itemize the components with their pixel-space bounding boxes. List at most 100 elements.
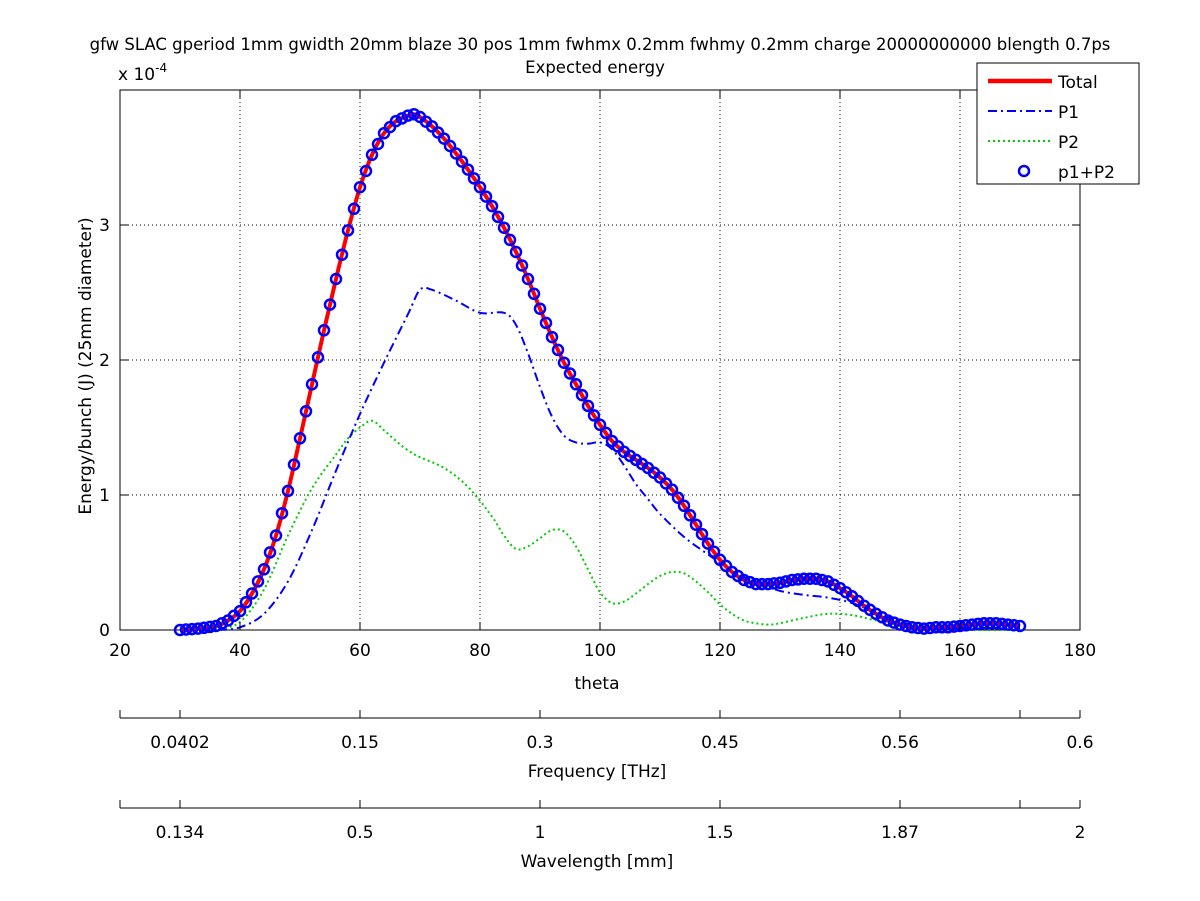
series-p1p2-marker [455,155,469,168]
chart-title: gfw SLAC gperiod 1mm gwidth 20mm blaze 3… [90,35,1111,54]
series-p1p2-marker [977,617,991,630]
secondary-tick-label: 0.45 [701,733,739,753]
series-p1p2-marker [323,298,337,311]
series-p1p2-marker [191,622,205,635]
x-tick-label: 20 [109,641,131,661]
series-p1p2-marker [443,139,457,153]
series-p2-line [179,419,1020,632]
series-p1p2-marker [197,621,211,635]
series-p1p2-marker [1013,619,1027,633]
series-p1p2-marker [251,575,265,588]
series-p1p2-marker [797,572,811,585]
series-p1p2-marker [899,619,913,633]
y-tick-label: 1 [99,486,110,506]
series-p1p2-marker [695,527,709,541]
series-p1p2-marker [983,617,997,630]
series-p1p2-marker [893,618,907,631]
series-p1p2-marker [359,164,373,178]
series-p1p2-marker [269,529,283,542]
series-p1p2-marker [671,491,685,504]
series-p1p2-marker [707,545,721,558]
series-p1p2-marker [815,573,829,587]
secondary-tick-label: 1.5 [706,823,733,843]
series-p1p2-marker [791,573,805,586]
y-tick-label: 3 [99,216,110,236]
series-p1p2-marker [905,621,919,634]
series-p1p2-marker [527,287,541,301]
series-p1p2-marker [587,409,601,422]
legend-label: P2 [1058,133,1079,153]
series-p1p2-marker [761,577,775,591]
series-p1p2-marker [347,202,361,216]
series-p1p2-marker [275,506,289,520]
series-p1p2-marker [401,109,415,122]
series-p1p2-marker [233,604,247,618]
series-p1p2-marker [545,330,559,344]
x-tick-label: 120 [704,641,736,661]
series-p1p2-marker [353,180,367,194]
series-p1p2-marker [341,224,355,237]
series-p1p2-marker [365,148,379,162]
chart-subtitle: Expected energy [525,58,665,77]
x-tick-label: 100 [584,641,616,661]
series-p1p2-marker [803,572,817,585]
series-p1p2-marker [461,163,475,176]
series-p1p2-marker [533,302,547,315]
series-p1p2-marker [881,614,895,627]
series-p1p2-marker [263,546,277,559]
series-p1p2-marker [299,405,313,418]
series-p1p2-marker [281,484,295,498]
series-p1p2-marker [215,617,229,630]
series-p1p2-marker [335,248,349,261]
x-tick-label: 160 [944,641,976,661]
series-p1p2-marker [683,509,697,522]
secondary-tick-label: 0.56 [881,733,919,753]
secondary-axes: 0.0402 0.15 0.3 0.45 0.56 0.6 Frequency [THz] 0… [119,710,1094,872]
secondary-tick-label: 0.15 [341,733,379,753]
series-p1p2-marker [1001,618,1015,631]
series-p1p2-marker [305,378,319,391]
series-p1p2-marker [515,259,529,272]
y-axis-label: Energy/bunch (J) (25mm diameter) [76,217,96,514]
series-p1p2-marker [665,483,679,496]
legend: Total P1 P2 p1+P2 [976,62,1140,185]
series-p1p2-marker [935,621,949,634]
series-p1p2-marker [551,343,565,357]
series-p1p2-marker [749,577,763,591]
legend-label: p1+P2 [1058,163,1115,183]
series-p1p2-marker [257,563,271,576]
series-p1p2-marker [575,388,589,402]
series-p1p2-marker [245,587,259,600]
secondary-tick-label: 1 [535,823,546,843]
series-p1p2-marker [917,622,931,635]
series-p1p2-marker [677,499,691,513]
series-p1p2-marker [1007,619,1021,632]
series-p1p2-marker [959,619,973,632]
secondary-tick-label: 0.0402 [150,733,209,753]
series-p1p2-marker [509,245,523,259]
secondary-tick-label: 0.134 [156,823,205,843]
series-p1p2-marker [773,576,787,590]
series-p1p2-marker [737,573,751,587]
series-p1p2-marker [293,432,307,445]
series-p1p2-marker [185,622,199,636]
series-p1p2-marker [767,577,781,590]
series-p1p2-marker [809,572,823,585]
series-p1p2-marker [317,324,331,337]
series-p1p2-marker [953,619,967,633]
x-axis-label: theta [575,674,620,694]
series-p1p2-marker [743,575,757,589]
series-p1p2-marker [503,233,517,247]
series-p1p2-marker [989,617,1003,630]
x-tick-label: 140 [824,641,856,661]
series-p1p2-marker [557,356,571,369]
series-p1p2-marker [755,577,769,591]
series-p1p2-marker [995,617,1009,631]
secondary-tick-label: 2 [1075,823,1086,843]
series-p1p2-marker [947,620,961,633]
series-layer [173,108,1027,637]
series-p1p2-marker [779,575,793,588]
series-p1p2-marker [287,458,301,471]
x-tick-label: 180 [1064,641,1096,661]
